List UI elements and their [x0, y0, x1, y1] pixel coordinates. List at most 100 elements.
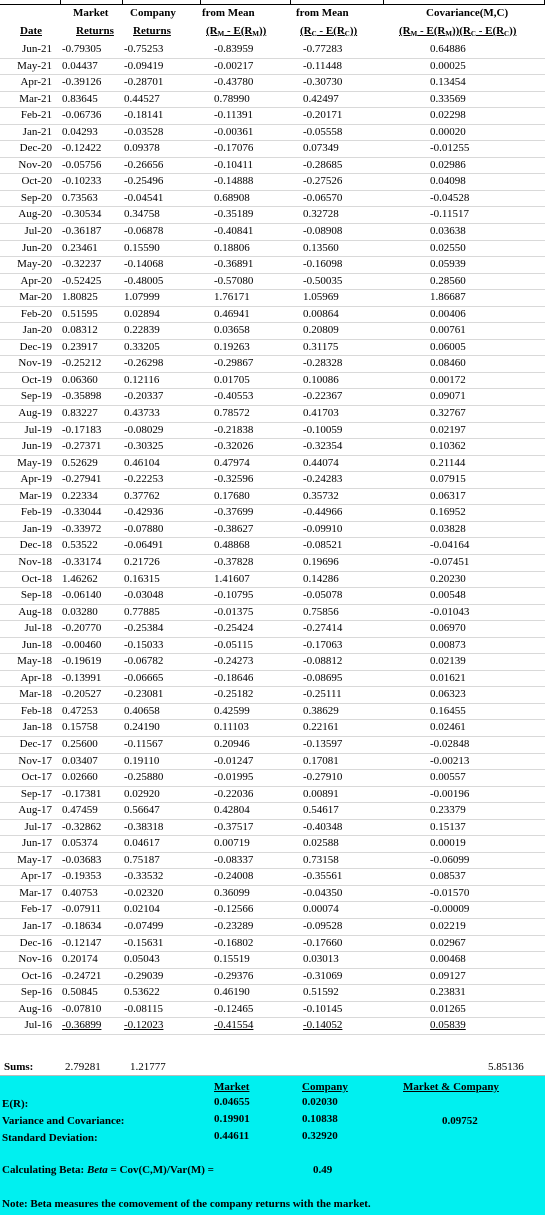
- cell-company-deviation: -0.20171: [303, 109, 343, 122]
- cell-covariance: 0.20230: [430, 572, 466, 585]
- cell-market-deviation: 1.41607: [214, 572, 250, 585]
- cell-company-return: -0.26298: [124, 357, 164, 370]
- table-row: May-19 0.52629 0.46104 0.47974 0.44074 0.2114…: [0, 456, 545, 473]
- table-row: Apr-21 -0.39126 -0.28701 -0.43780 -0.30730 0.…: [0, 75, 545, 92]
- cell-market-return: -0.06140: [62, 589, 102, 602]
- cell-market-deviation: -0.00361: [214, 125, 254, 138]
- variance-company: 0.10838: [302, 1113, 338, 1125]
- cell-market-return: 0.23461: [62, 241, 98, 254]
- cell-company-return: 0.56647: [124, 804, 160, 817]
- cell-covariance: -0.06099: [430, 853, 470, 866]
- cell-covariance: 0.64886: [430, 43, 466, 55]
- cell-company-return: -0.30325: [124, 440, 164, 453]
- cell-covariance: -0.01043: [430, 605, 470, 618]
- cell-company-return: -0.14068: [124, 258, 164, 271]
- sums-label: Sums:: [4, 1061, 34, 1073]
- cell-date: Jan-21: [22, 125, 52, 138]
- cell-market-deviation: -0.43780: [214, 76, 254, 89]
- cell-market-return: 0.20174: [62, 953, 98, 966]
- cell-company-return: 0.16315: [124, 572, 160, 585]
- cell-date: Apr-20: [20, 274, 52, 287]
- cell-company-deviation: 1.05969: [303, 291, 339, 304]
- cell-company-deviation: -0.28328: [303, 357, 343, 370]
- cell-date: Oct-19: [21, 373, 52, 386]
- sums-market: 2.79281: [65, 1061, 101, 1073]
- cell-market-deviation: -0.23289: [214, 919, 254, 932]
- cell-market-return: 0.03407: [62, 754, 98, 767]
- cell-company-return: 1.07999: [124, 291, 160, 304]
- cell-date: Sep-16: [20, 986, 52, 999]
- covariance-value: 0.09752: [442, 1115, 478, 1127]
- cell-covariance: 0.10362: [430, 440, 466, 453]
- cell-market-return: 1.46262: [62, 572, 98, 585]
- cell-covariance: 0.00019: [430, 837, 466, 850]
- cell-covariance: 0.01621: [430, 671, 466, 684]
- cell-company-deviation: 0.00864: [303, 307, 339, 320]
- cell-market-deviation: 0.78572: [214, 407, 250, 420]
- cell-market-return: -0.36187: [62, 225, 102, 238]
- cell-market-deviation: 0.19263: [214, 340, 250, 353]
- cell-company-return: 0.02894: [124, 307, 160, 320]
- cell-market-return: -0.35898: [62, 390, 102, 403]
- beta-formula: Calculating Beta: Beta = Cov(C,M)/Var(M)…: [2, 1164, 214, 1176]
- cell-date: Aug-16: [18, 1002, 52, 1015]
- cell-company-deviation: 0.00891: [303, 787, 339, 800]
- cell-date: Mar-20: [19, 291, 52, 304]
- cell-company-deviation: 0.38629: [303, 704, 339, 717]
- cell-company-return: 0.02104: [124, 903, 160, 916]
- cell-date: Apr-17: [20, 870, 52, 883]
- cell-company-deviation: -0.08812: [303, 655, 343, 668]
- cell-market-return: 0.40753: [62, 886, 98, 899]
- table-row: Dec-16 -0.12147 -0.15631 -0.16802 -0.17660 0.…: [0, 936, 545, 953]
- cell-company-deviation: -0.27526: [303, 175, 343, 188]
- cell-date: Mar-18: [19, 688, 52, 701]
- cell-market-return: 0.47253: [62, 704, 98, 717]
- cell-market-return: 0.03280: [62, 605, 98, 618]
- table-row: Aug-19 0.83227 0.43733 0.78572 0.41703 0.3276…: [0, 406, 545, 423]
- cell-market-deviation: 0.17680: [214, 489, 250, 502]
- cell-company-return: -0.33532: [124, 870, 164, 883]
- cell-market-deviation: -0.22036: [214, 787, 254, 800]
- cell-date: Jul-20: [24, 225, 53, 238]
- header-company: Company: [130, 7, 176, 19]
- cell-company-return: -0.06878: [124, 225, 164, 238]
- cell-market-deviation: -0.41554: [214, 1019, 254, 1032]
- table-row: Sep-16 0.50845 0.53622 0.46190 0.51592 0.2383…: [0, 985, 545, 1002]
- cell-company-return: -0.38318: [124, 820, 164, 833]
- table-row: Jul-18 -0.20770 -0.25384 -0.25424 -0.27414 0.…: [0, 621, 545, 638]
- cell-company-deviation: -0.31069: [303, 969, 343, 982]
- cell-market-deviation: -0.29867: [214, 357, 254, 370]
- cell-company-deviation: -0.16098: [303, 258, 343, 271]
- beta-note: Note: Beta measures the comovement of th…: [2, 1198, 371, 1210]
- cell-company-deviation: -0.77283: [303, 43, 343, 55]
- cell-company-return: 0.12116: [124, 373, 160, 386]
- cell-company-return: -0.25384: [124, 622, 164, 635]
- cell-company-deviation: -0.40348: [303, 820, 343, 833]
- cell-date: Oct-20: [21, 175, 52, 188]
- cell-company-deviation: 0.07349: [303, 142, 339, 155]
- cell-company-return: -0.03048: [124, 589, 164, 602]
- cell-company-return: -0.23081: [124, 688, 164, 701]
- cell-company-deviation: -0.11448: [303, 59, 343, 72]
- table-row: Aug-16 -0.07810 -0.08115 -0.12465 -0.10145 0.…: [0, 1002, 545, 1019]
- cell-market-return: -0.19353: [62, 870, 102, 883]
- summary-col-market: Market: [214, 1081, 250, 1093]
- cell-company-return: -0.08115: [124, 1002, 164, 1015]
- table-row: Jun-19 -0.27371 -0.30325 -0.32026 -0.32354 0.…: [0, 439, 545, 456]
- cell-company-return: -0.18141: [124, 109, 164, 122]
- cell-market-deviation: -0.37699: [214, 506, 254, 519]
- sums-company: 1.21777: [130, 1061, 166, 1073]
- cell-market-return: -0.32862: [62, 820, 102, 833]
- table-row: Sep-20 0.73563 -0.04541 0.68908 -0.06570 -0.0…: [0, 191, 545, 208]
- cell-market-deviation: -0.24008: [214, 870, 254, 883]
- cell-market-deviation: -0.16802: [214, 936, 254, 949]
- cell-company-deviation: 0.19696: [303, 555, 339, 568]
- table-row: Dec-17 0.25600 -0.11567 0.20946 -0.13597 -0.0…: [0, 737, 545, 754]
- cell-company-deviation: 0.02588: [303, 837, 339, 850]
- cell-company-deviation: -0.27910: [303, 771, 343, 784]
- cell-covariance: 0.00548: [430, 589, 466, 602]
- cell-date: Aug-17: [18, 804, 52, 817]
- table-row: Oct-18 1.46262 0.16315 1.41607 0.14286 0.2023…: [0, 572, 545, 589]
- cell-covariance: 0.06970: [430, 622, 466, 635]
- table-row: Mar-19 0.22334 0.37762 0.17680 0.35732 0.0631…: [0, 489, 545, 506]
